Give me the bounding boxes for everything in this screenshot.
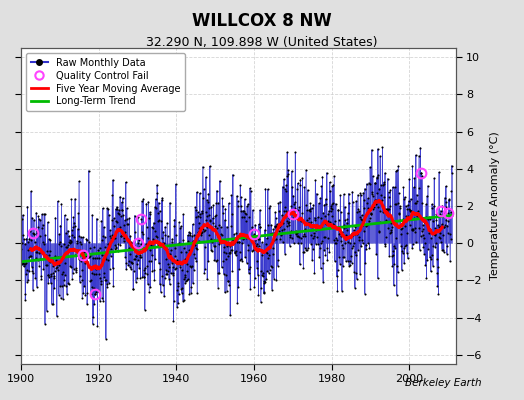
Text: 32.290 N, 109.898 W (United States): 32.290 N, 109.898 W (United States): [146, 36, 378, 49]
Legend: Raw Monthly Data, Quality Control Fail, Five Year Moving Average, Long-Term Tren: Raw Monthly Data, Quality Control Fail, …: [26, 53, 185, 111]
Text: WILLCOX 8 NW: WILLCOX 8 NW: [192, 12, 332, 30]
Y-axis label: Temperature Anomaly (°C): Temperature Anomaly (°C): [490, 132, 500, 280]
Text: Berkeley Earth: Berkeley Earth: [406, 378, 482, 388]
